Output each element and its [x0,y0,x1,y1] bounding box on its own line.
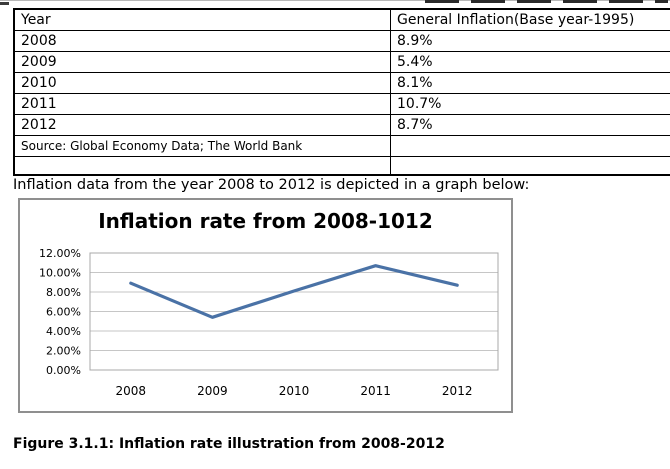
y-tick-label: 6.00% [46,306,81,319]
series-line [129,264,459,319]
value-cell: 5.4% [390,51,670,73]
table-row: 2008 8.9% [13,30,670,52]
year-header-cell: Year [13,8,391,31]
value-cell: 8.7% [390,114,670,136]
table-empty-row [13,156,670,176]
table-row: 2009 5.4% [13,51,670,73]
inflation-line-chart: Inflation rate from 2008-1012 0.00% 2.00%… [18,198,513,413]
chart-title: Inflation rate from 2008-1012 [98,209,433,233]
source-note-cell: Source: Global Economy Data; The World B… [13,135,391,157]
year-cell: 2010 [13,72,391,94]
table-header-row: Year General Inflation(Base year-1995) [13,8,670,31]
x-tick-label: 2008 [116,384,147,398]
year-cell: 2009 [13,51,391,73]
cropped-text-artifact-left [0,2,9,5]
year-cell: 2008 [13,30,391,52]
inflation-table: Year General Inflation(Base year-1995) 2… [13,8,670,176]
cropped-content-hairline [0,0,670,1]
x-tick-label: 2010 [279,384,310,398]
y-tick-label: 12.00% [39,247,81,260]
table-source-row: Source: Global Economy Data; The World B… [13,135,670,157]
year-cell: 2011 [13,93,391,115]
empty-cell [390,135,670,157]
table-row: 2011 10.7% [13,93,670,115]
x-tick-label: 2012 [442,384,473,398]
y-tick-label: 4.00% [46,325,81,338]
empty-cell [390,156,670,176]
value-cell: 10.7% [390,93,670,115]
inflation-header-cell: General Inflation(Base year-1995) [390,8,670,31]
plot-border [89,252,499,371]
chart-plot-area: 0.00% 2.00% 4.00% 6.00% 8.00% 10.00% 12.00% 200… [39,247,499,398]
lead-paragraph: Inflation data from the year 2008 to 201… [13,177,530,193]
value-cell: 8.1% [390,72,670,94]
figure-caption: Figure 3.1.1: Inflation rate illustratio… [13,436,445,452]
y-tick-label: 8.00% [46,286,81,299]
value-cell: 8.9% [390,30,670,52]
x-tick-label: 2011 [360,384,391,398]
cropped-text-artifact [425,0,668,3]
empty-cell [13,156,391,176]
y-tick-label: 2.00% [46,345,81,358]
y-tick-label: 10.00% [39,267,81,280]
table-row: 2012 8.7% [13,114,670,136]
y-tick-label: 0.00% [46,364,81,377]
year-cell: 2012 [13,114,391,136]
table-row: 2010 8.1% [13,72,670,94]
x-tick-label: 2009 [197,384,228,398]
